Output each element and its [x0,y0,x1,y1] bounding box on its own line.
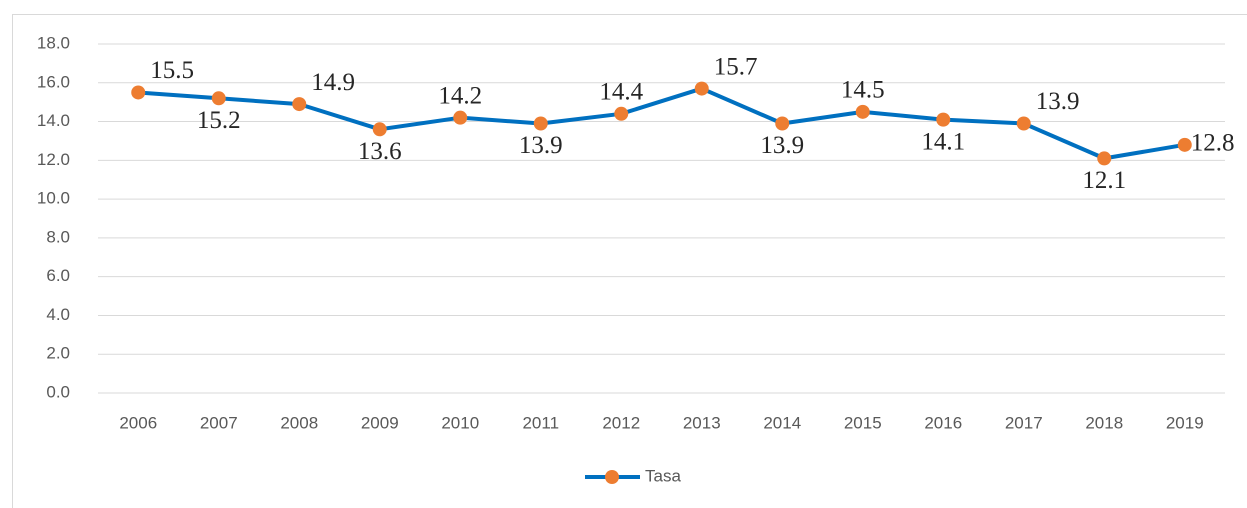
x-tick-label: 2008 [280,413,318,432]
x-tick-label: 2019 [1166,413,1204,432]
y-tick-label: 6.0 [46,266,70,285]
data-label: 15.7 [714,53,758,80]
marker [775,116,790,131]
x-tick-label: 2015 [844,413,882,432]
legend-marker [605,470,619,484]
data-label: 15.5 [150,57,194,84]
y-tick-label: 16.0 [37,72,70,91]
y-tick-label: 18.0 [37,33,70,52]
data-label: 14.1 [921,128,965,155]
legend-label: Tasa [645,466,681,485]
y-tick-label: 8.0 [46,227,70,246]
marker [694,81,709,96]
marker [453,110,468,125]
y-tick-label: 12.0 [37,150,70,169]
y-tick-label: 10.0 [37,189,70,208]
series-line [138,86,1186,161]
marker [372,122,387,137]
x-tick-label: 2016 [924,413,962,432]
data-label: 14.2 [438,82,482,109]
y-tick-label: 4.0 [46,305,70,324]
marker [1016,116,1031,131]
x-tick-label: 2012 [602,413,640,432]
marker [1177,137,1192,152]
data-label: 12.8 [1191,130,1235,157]
x-tick-label: 2018 [1085,413,1123,432]
x-tick-label: 2017 [1005,413,1043,432]
marker [614,106,629,121]
marker [211,91,226,106]
marker [131,85,146,100]
marker [855,104,870,119]
data-label: 12.1 [1082,167,1126,194]
x-tick-label: 2011 [522,413,559,432]
y-tick-label: 0.0 [46,382,70,401]
marker [1097,151,1112,166]
y-tick-label: 2.0 [46,344,70,363]
data-label: 13.9 [760,132,804,159]
x-tick-label: 2013 [683,413,721,432]
x-tick-label: 2007 [200,413,238,432]
x-tick-label: 2006 [119,413,157,432]
x-tick-label: 2014 [763,413,801,432]
marker [292,97,307,112]
x-tick-label: 2010 [441,413,479,432]
data-label: 13.6 [358,138,402,165]
data-label: 15.2 [197,107,241,134]
data-label: 14.4 [599,79,643,106]
x-tick-label: 2009 [361,413,399,432]
y-tick-label: 14.0 [37,111,70,130]
data-label: 13.9 [519,132,563,159]
data-label: 14.9 [311,69,355,96]
data-label: 14.5 [841,77,885,104]
data-label: 13.9 [1036,88,1080,115]
marker [936,112,951,127]
marker [533,116,548,131]
